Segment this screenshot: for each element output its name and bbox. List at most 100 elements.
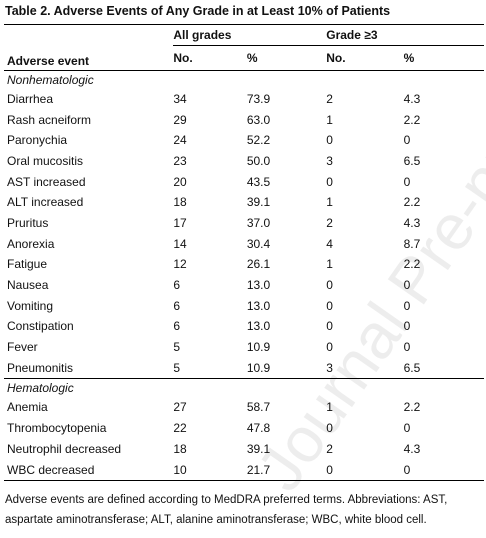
grade3-pct-cell: 0 — [403, 340, 411, 355]
event-cell: Pruritus — [7, 215, 49, 230]
all-grades-no-cell: 23 — [173, 153, 187, 168]
table-row: Rash acneiform 29 63.0 1 2.2 — [4, 109, 484, 130]
all-grades-no-cell: 29 — [173, 112, 187, 127]
all-grades-pct-cell: 21.7 — [246, 459, 327, 481]
all-grades-no-cell: 6 — [173, 319, 181, 334]
all-grades-pct-cell: 13.0 — [246, 319, 271, 334]
event-cell: AST increased — [7, 174, 86, 189]
table-row: AST increased 20 43.5 0 0 — [4, 171, 484, 192]
section-row: Nonhematologic — [4, 70, 484, 89]
grade3-no-cell: 1 — [326, 400, 333, 415]
grade3-no-cell: 1 — [326, 112, 333, 127]
all-grades-pct-cell: 50.0 — [246, 153, 271, 168]
table-row: Diarrhea 34 73.9 2 4.3 — [4, 89, 484, 110]
all-grades-no-cell: 17 — [173, 215, 187, 230]
all-grades-pct-cell: 30.4 — [246, 236, 271, 251]
header-no-all: No. — [173, 45, 247, 71]
grade3-pct-cell: 0 — [403, 421, 411, 436]
event-cell: Neutrophil decreased — [7, 441, 122, 456]
table-title: Table 2. Adverse Events of Any Grade in … — [5, 4, 391, 18]
grade3-pct-cell: 8.7 — [403, 236, 421, 251]
event-cell: ALT increased — [7, 195, 84, 210]
table-row: Fatigue 12 26.1 1 2.2 — [4, 254, 484, 275]
all-grades-pct-cell: 52.2 — [246, 133, 271, 148]
grade3-no-cell: 2 — [326, 441, 333, 456]
grade3-no-cell: 4 — [326, 236, 333, 251]
all-grades-pct-cell: 47.8 — [246, 421, 271, 436]
header-all-grades-label: All grades — [173, 28, 232, 42]
event-cell: Anemia — [7, 400, 48, 415]
grade3-pct-cell: 0 — [403, 319, 411, 334]
grade3-pct-cell: 4.3 — [403, 215, 421, 230]
grade3-no-cell: 3 — [326, 360, 333, 375]
grade3-no-cell: 0 — [326, 459, 404, 481]
grade3-no-cell: 2 — [326, 91, 333, 106]
grade3-no-cell: 1 — [326, 195, 333, 210]
event-cell: Pneumonitis — [7, 360, 74, 375]
event-cell: Nausea — [7, 278, 49, 293]
table-row: ALT increased 18 39.1 1 2.2 — [4, 192, 484, 213]
grade3-no-cell: 0 — [326, 319, 333, 334]
header-grade3: Grade ≥3 — [326, 24, 484, 46]
table-row: WBC decreased 10 21.7 0 0 — [4, 459, 484, 481]
event-cell: Vomiting — [7, 298, 54, 313]
all-grades-no-cell: 10 — [173, 459, 247, 481]
event-cell: Paronychia — [7, 133, 68, 148]
table-row: Paronychia 24 52.2 0 0 — [4, 130, 484, 151]
grade3-pct-cell: 2.2 — [403, 112, 421, 127]
all-grades-pct-cell: 10.9 — [246, 360, 271, 375]
all-grades-pct-cell: 26.1 — [246, 257, 271, 272]
grade3-no-cell: 1 — [326, 257, 333, 272]
table-footnote: Adverse events are defined according to … — [5, 494, 448, 526]
event-cell: Fever — [7, 340, 38, 355]
all-grades-pct-cell: 58.7 — [246, 400, 271, 415]
table-row: Pruritus 17 37.0 2 4.3 — [4, 213, 484, 234]
all-grades-no-cell: 20 — [173, 174, 187, 189]
grade3-no-cell: 2 — [326, 215, 333, 230]
grade3-pct-cell: 0 — [403, 133, 411, 148]
all-grades-no-cell: 6 — [173, 278, 181, 293]
header-pct-g3: % — [403, 45, 484, 71]
all-grades-no-cell: 6 — [173, 298, 181, 313]
section-label: Hematologic — [4, 378, 484, 398]
header-all-grades: All grades — [173, 24, 327, 46]
table-row: Vomiting 6 13.0 0 0 — [4, 295, 484, 316]
table-row: Neutrophil decreased 18 39.1 2 4.3 — [4, 439, 484, 460]
all-grades-pct-cell: 37.0 — [246, 215, 271, 230]
grade3-pct-cell: 0 — [403, 174, 411, 189]
header-no-g3: No. — [326, 45, 404, 71]
grade3-no-cell: 0 — [326, 298, 333, 313]
table-row: Constipation 6 13.0 0 0 — [4, 316, 484, 337]
section-row: Hematologic — [4, 378, 484, 398]
all-grades-no-cell: 5 — [173, 340, 181, 355]
grade3-pct-cell: 0 — [403, 459, 484, 481]
grade3-no-cell: 0 — [326, 421, 333, 436]
event-cell: Rash acneiform — [7, 112, 92, 127]
grade3-pct-cell: 2.2 — [403, 257, 421, 272]
header-row-columns: Adverse event No. % No. % — [4, 45, 484, 71]
grade3-no-cell: 3 — [326, 153, 333, 168]
all-grades-pct-cell: 13.0 — [246, 278, 271, 293]
table-row: Oral mucositis 23 50.0 3 6.5 — [4, 151, 484, 172]
all-grades-no-cell: 5 — [173, 360, 181, 375]
all-grades-no-cell: 18 — [173, 441, 187, 456]
section-label: Nonhematologic — [7, 72, 94, 87]
all-grades-pct-cell: 63.0 — [246, 112, 271, 127]
table-row: Nausea 6 13.0 0 0 — [4, 275, 484, 296]
table-row: Anorexia 14 30.4 4 8.7 — [4, 233, 484, 254]
grade3-pct-cell: 2.2 — [403, 195, 421, 210]
adverse-events-table: All grades Grade ≥3 Adverse event No. % … — [4, 24, 484, 481]
table-row: Fever 5 10.9 0 0 — [4, 337, 484, 358]
all-grades-no-cell: 34 — [173, 91, 187, 106]
all-grades-pct-cell: 73.9 — [246, 91, 271, 106]
event-cell: Oral mucositis — [7, 153, 84, 168]
all-grades-pct-cell: 10.9 — [246, 340, 271, 355]
all-grades-pct-cell: 39.1 — [246, 195, 271, 210]
table-row: Thrombocytopenia 22 47.8 0 0 — [4, 418, 484, 439]
grade3-no-cell: 0 — [326, 133, 333, 148]
header-blank — [4, 24, 174, 46]
grade3-pct-cell: 6.5 — [403, 153, 421, 168]
grade3-no-cell: 0 — [326, 278, 333, 293]
event-cell: Constipation — [7, 319, 74, 334]
